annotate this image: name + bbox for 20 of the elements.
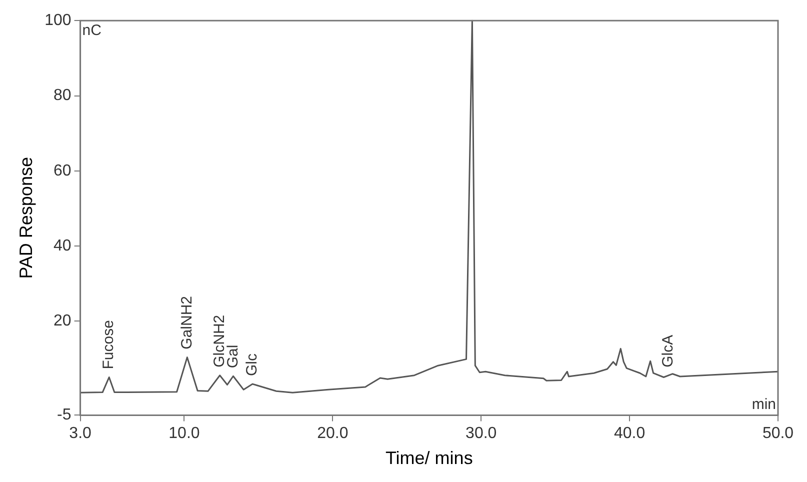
y-tick-label: 80 <box>54 87 72 104</box>
annotation: Fucose <box>100 320 118 370</box>
x-tick-label: 40.0 <box>614 425 646 442</box>
y-tick-label: 60 <box>54 162 72 180</box>
x-tick-label: 3.0 <box>69 425 92 442</box>
x-tick-label: 10.0 <box>168 425 200 442</box>
annotation: GlcA <box>659 334 676 368</box>
annotation: GalNH2 <box>178 296 196 350</box>
y-tick-label: -5 <box>57 406 72 424</box>
x-tick-label: 50.0 <box>762 425 794 442</box>
y-tick-label: 20 <box>54 312 72 330</box>
x-axis-title: Time/ mins <box>385 448 473 468</box>
y-tick-label: 40 <box>54 237 72 254</box>
y-axis-title: PAD Response <box>16 157 36 279</box>
annotation: min <box>752 396 776 413</box>
annotation: Glc <box>244 353 261 376</box>
x-tick-label: 30.0 <box>466 425 497 442</box>
y-tick-label: 100 <box>44 12 72 30</box>
annotation: nC <box>82 22 102 40</box>
x-tick-label: 20.0 <box>317 425 348 442</box>
